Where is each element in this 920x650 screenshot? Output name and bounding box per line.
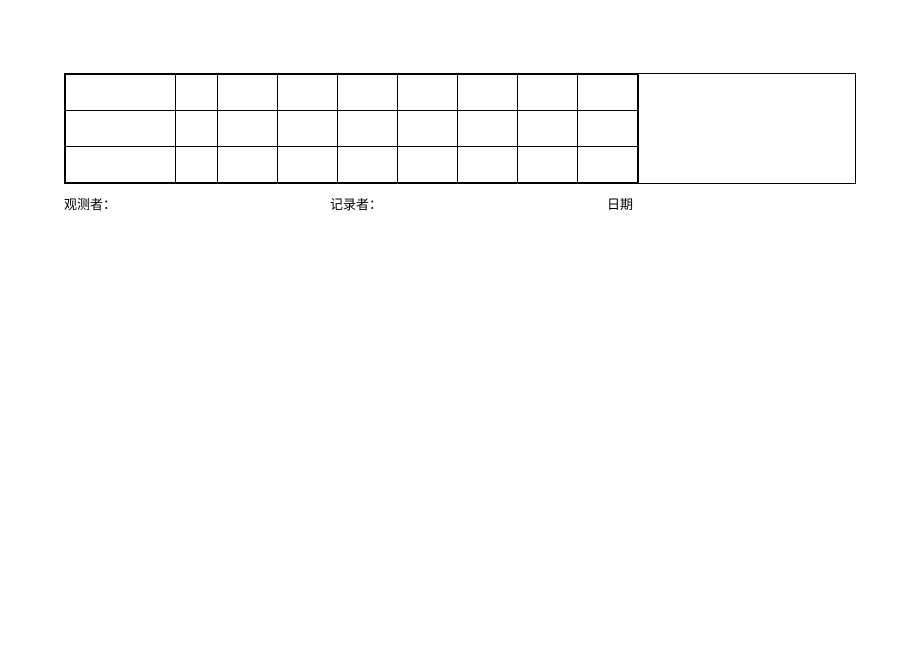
table-cell xyxy=(338,75,398,111)
table-cell xyxy=(338,147,398,183)
table-cell xyxy=(278,111,338,147)
table-cell xyxy=(66,75,176,111)
table-cell xyxy=(518,75,578,111)
table-cell xyxy=(66,147,176,183)
signature-block xyxy=(638,74,855,183)
table-cell xyxy=(398,75,458,111)
table-cell xyxy=(338,111,398,147)
page-container: 观测者： 记录者： 日期 xyxy=(0,0,920,213)
table-cell xyxy=(278,75,338,111)
recorder-label: 记录者： xyxy=(330,194,607,213)
table-row xyxy=(66,111,638,147)
table-cell xyxy=(398,111,458,147)
observer-label: 观测者： xyxy=(64,194,330,213)
table-wrapper xyxy=(64,73,856,184)
table-cell xyxy=(578,111,638,147)
table-cell xyxy=(518,147,578,183)
table-cell xyxy=(176,111,218,147)
table-cell xyxy=(518,111,578,147)
table-cell xyxy=(176,147,218,183)
table-row xyxy=(66,75,638,111)
date-label: 日期 xyxy=(607,194,633,213)
table-cell xyxy=(176,75,218,111)
table-cell xyxy=(458,75,518,111)
table-cell xyxy=(218,111,278,147)
data-table xyxy=(65,74,638,183)
table-cell xyxy=(578,75,638,111)
table-cell xyxy=(578,147,638,183)
table-cell xyxy=(218,147,278,183)
footer-labels: 观测者： 记录者： 日期 xyxy=(64,194,856,213)
table-cell xyxy=(278,147,338,183)
table-cell xyxy=(66,111,176,147)
table-cell xyxy=(458,111,518,147)
table-cell xyxy=(398,147,458,183)
table-cell xyxy=(458,147,518,183)
table-row xyxy=(66,147,638,183)
table-cell xyxy=(218,75,278,111)
